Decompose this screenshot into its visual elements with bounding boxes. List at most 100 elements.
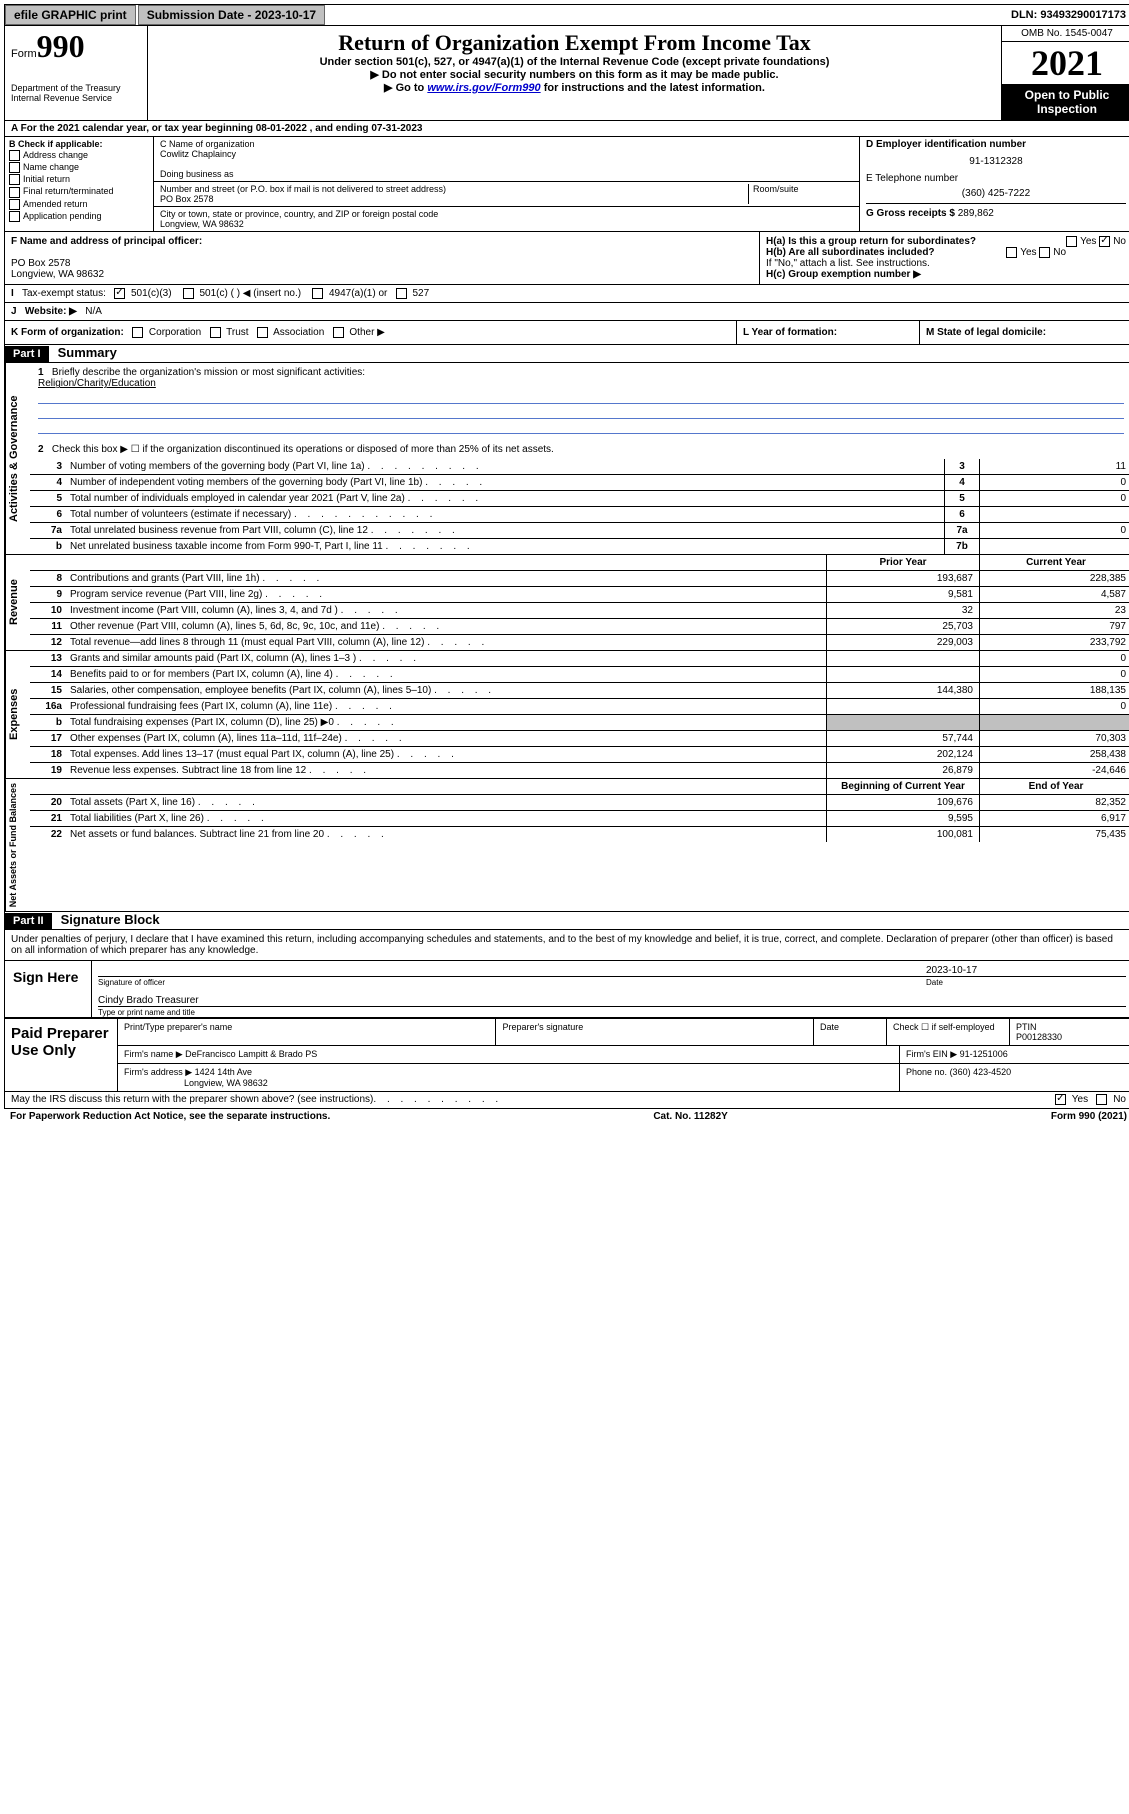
phone-value: (360) 425-7222 (866, 184, 1126, 203)
officer-name: Cindy Brado Treasurer (92, 987, 1129, 1006)
line-1: 1 Briefly describe the organization's mi… (30, 363, 1129, 440)
line-6: 6Total number of volunteers (estimate if… (30, 507, 1129, 523)
col-f-officer: F Name and address of principal officer:… (5, 232, 759, 284)
cb-discuss-no[interactable] (1096, 1094, 1107, 1105)
line-3: 3Number of voting members of the governi… (30, 459, 1129, 475)
firm-address-row: Firm's address ▶ 1424 14th Ave Longview,… (117, 1064, 899, 1091)
irs-link[interactable]: www.irs.gov/Form990 (427, 82, 540, 94)
footer-final: For Paperwork Reduction Act Notice, see … (4, 1109, 1129, 1124)
row-a-tax-year: A For the 2021 calendar year, or tax yea… (4, 121, 1129, 137)
prep-date-header: Date (813, 1019, 886, 1045)
part2-badge: Part II (5, 913, 52, 929)
netassets-label: Net Assets or Fund Balances (5, 779, 30, 911)
cb-other[interactable] (333, 327, 344, 338)
form-title: Return of Organization Exempt From Incom… (152, 30, 997, 56)
signature-section: Under penalties of perjury, I declare th… (4, 930, 1129, 1092)
firm-name-row: Firm's name ▶ DeFrancisco Lampitt & Brad… (117, 1046, 899, 1063)
cb-501c3[interactable] (114, 288, 125, 299)
officer-addr1: PO Box 2578 (11, 258, 753, 269)
cb-application-pending[interactable]: Application pending (9, 211, 149, 222)
col-de: D Employer identification number 91-1312… (859, 137, 1129, 231)
expenses-label: Expenses (5, 651, 30, 778)
line-13: 13Grants and similar amounts paid (Part … (30, 651, 1129, 667)
officer-addr2: Longview, WA 98632 (11, 269, 753, 280)
cb-address-change[interactable]: Address change (9, 150, 149, 161)
irs-label: Internal Revenue Service (11, 93, 141, 103)
row-j-website: J Website: ▶ N/A (4, 303, 1129, 321)
cb-corporation[interactable] (132, 327, 143, 338)
prep-self-employed: Check ☐ if self-employed (886, 1019, 1009, 1045)
tax-year: 2021 (1002, 42, 1129, 84)
form-number: 990 (37, 28, 85, 64)
line-14: 14Benefits paid to or for members (Part … (30, 667, 1129, 683)
omb-number: OMB No. 1545-0047 (1002, 26, 1129, 42)
line-11: 11Other revenue (Part VIII, column (A), … (30, 619, 1129, 635)
part1-title: Summary (58, 345, 117, 360)
preparer-label: Paid Preparer Use Only (5, 1019, 117, 1091)
revenue-section: Revenue Prior Year Current Year 8Contrib… (4, 555, 1129, 651)
firm-phone: Phone no. (360) 423-4520 (899, 1064, 1129, 1091)
form-label: Form (11, 48, 37, 60)
m-state-domicile: M State of legal domicile: (919, 321, 1129, 344)
ein-label: D Employer identification number (866, 139, 1026, 150)
irs-discuss-row: May the IRS discuss this return with the… (4, 1092, 1129, 1108)
governance-label: Activities & Governance (5, 363, 30, 554)
line-8: 8Contributions and grants (Part VIII, li… (30, 571, 1129, 587)
form-header: Form990 Department of the Treasury Inter… (4, 26, 1129, 121)
sign-date-value: 2023-10-17 (926, 965, 1126, 976)
header-sub2: ▶ Do not enter social security numbers o… (152, 68, 997, 81)
cb-501c[interactable] (183, 288, 194, 299)
cb-amended-return[interactable]: Amended return (9, 199, 149, 210)
sig-officer-label: Signature of officer (98, 976, 926, 987)
line-12: 12Total revenue—add lines 8 through 11 (… (30, 635, 1129, 650)
ha-row: H(a) Is this a group return for subordin… (766, 236, 1126, 247)
cb-trust[interactable] (210, 327, 221, 338)
perjury-declaration: Under penalties of perjury, I declare th… (5, 930, 1129, 960)
submission-date-button[interactable]: Submission Date - 2023-10-17 (138, 5, 325, 25)
firm-ein: Firm's EIN ▶ 91-1251006 (899, 1046, 1129, 1063)
netassets-header: Beginning of Current Year End of Year (30, 779, 1129, 795)
preparer-section: Paid Preparer Use Only Print/Type prepar… (5, 1017, 1129, 1091)
sig-date-label: Date (926, 976, 1126, 987)
prep-sig-header: Preparer's signature (495, 1019, 813, 1045)
col-b-checkboxes: B Check if applicable: Address change Na… (5, 137, 154, 231)
mission-text: Religion/Charity/Education (38, 378, 156, 389)
sign-here-label: Sign Here (5, 961, 91, 1017)
cb-4947[interactable] (312, 288, 323, 299)
line-7b: bNet unrelated business taxable income f… (30, 539, 1129, 554)
cb-discuss-yes[interactable] (1055, 1094, 1066, 1105)
line-21: 21Total liabilities (Part X, line 26) . … (30, 811, 1129, 827)
phone-label: E Telephone number (866, 173, 1126, 184)
form-ref: Form 990 (2021) (1051, 1111, 1127, 1122)
header-sub1: Under section 501(c), 527, or 4947(a)(1)… (152, 56, 997, 68)
line-7a: 7aTotal unrelated business revenue from … (30, 523, 1129, 539)
k-form-org: K Form of organization: Corporation Trus… (5, 321, 736, 344)
org-name-box: C Name of organization Cowlitz Chaplainc… (154, 137, 859, 182)
row-klm: K Form of organization: Corporation Trus… (4, 321, 1129, 345)
line-15: 15Salaries, other compensation, employee… (30, 683, 1129, 699)
header-center: Return of Organization Exempt From Incom… (148, 26, 1001, 120)
cb-association[interactable] (257, 327, 268, 338)
efile-button[interactable]: efile GRAPHIC print (5, 5, 136, 25)
website-value: N/A (85, 306, 102, 317)
city-box: City or town, state or province, country… (154, 207, 859, 231)
line-5: 5Total number of individuals employed in… (30, 491, 1129, 507)
line-2: 2 Check this box ▶ ☐ if the organization… (30, 440, 1129, 459)
col-b-title: B Check if applicable: (9, 139, 103, 149)
cb-name-change[interactable]: Name change (9, 162, 149, 173)
cb-527[interactable] (396, 288, 407, 299)
hb-row: H(b) Are all subordinates included? Yes … (766, 247, 1126, 258)
cat-number: Cat. No. 11282Y (653, 1111, 727, 1122)
line-16a: 16aProfessional fundraising fees (Part I… (30, 699, 1129, 715)
part1-badge: Part I (5, 346, 49, 362)
dept-label: Department of the Treasury (11, 83, 141, 93)
line-19: 19Revenue less expenses. Subtract line 1… (30, 763, 1129, 778)
cb-initial-return[interactable]: Initial return (9, 174, 149, 185)
line-22: 22Net assets or fund balances. Subtract … (30, 827, 1129, 842)
prep-name-header: Print/Type preparer's name (117, 1019, 495, 1045)
hc-row: H(c) Group exemption number ▶ (766, 269, 1126, 280)
address-box: Number and street (or P.O. box if mail i… (154, 182, 859, 207)
governance-section: Activities & Governance 1 Briefly descri… (4, 363, 1129, 555)
revenue-header: Prior Year Current Year (30, 555, 1129, 571)
cb-final-return[interactable]: Final return/terminated (9, 186, 149, 197)
